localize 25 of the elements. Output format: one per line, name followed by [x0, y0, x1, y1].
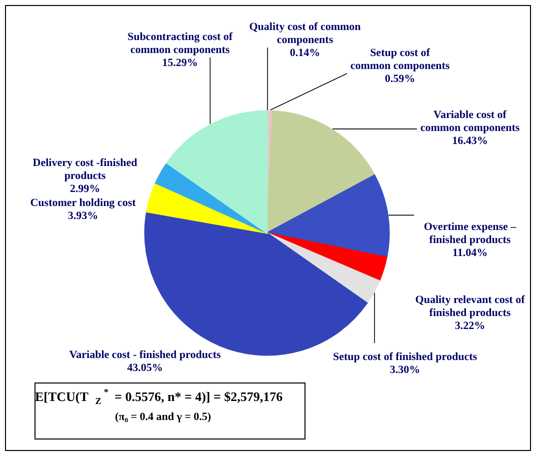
pie-slice [146, 182, 268, 234]
data-label: 43.05% [127, 362, 163, 374]
data-label: 3.93% [68, 210, 98, 222]
data-label: 0.59% [384, 73, 416, 85]
slice-label: Setup cost of finished products [332, 351, 478, 363]
data-label: 0.14% [290, 47, 320, 59]
data-label: 15.29% [162, 57, 198, 69]
slice-label: Customer holding cost [30, 197, 136, 209]
data-label: 2.99% [70, 183, 100, 195]
slice-label: Variable cost - finished products [69, 349, 222, 361]
slice-label: Subcontracting cost of common components [127, 31, 233, 56]
pie-slice [266, 232, 380, 304]
pie-slice [266, 110, 376, 234]
data-label: 3.22% [454, 320, 486, 332]
slice-label: Quality relevant cost of finished products [415, 294, 526, 319]
slice-label: Quality cost of common components [249, 21, 361, 46]
slice-label: Overtime expense – finished products [424, 221, 517, 246]
data-label: 16.43% [452, 135, 488, 147]
pie-slice [166, 110, 268, 234]
data-label: 3.30% [390, 364, 420, 376]
slice-label: Delivery cost -finished products [32, 157, 138, 182]
data-label: 11.04% [452, 247, 488, 259]
text: (π₀ = 0.4 and γ = 0.5) [115, 411, 212, 423]
slice-label: Variable cost of common components [420, 109, 520, 134]
slice-label: Setup cost of common components [350, 47, 450, 72]
